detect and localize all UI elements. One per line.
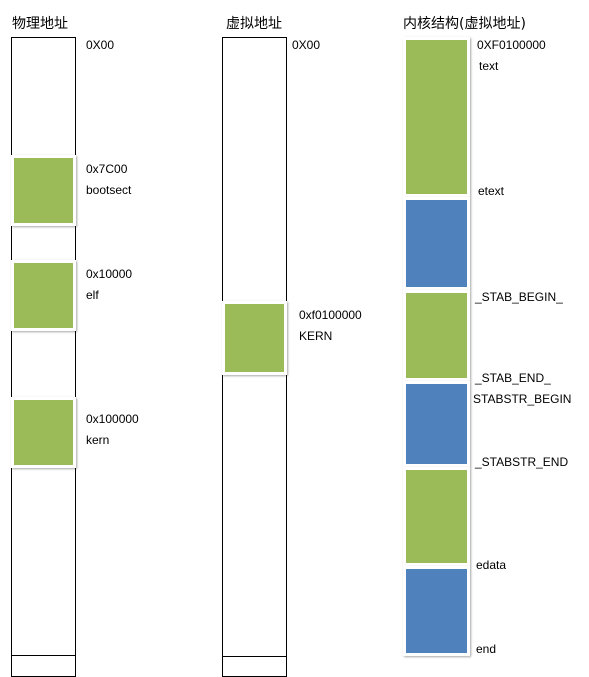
virtual-kern-block	[222, 301, 287, 375]
stab-gap-block	[403, 197, 470, 290]
stab-begin-label: _STAB_BEGIN_	[475, 290, 563, 304]
elf-block	[11, 260, 76, 331]
virtual-column-bottom-line	[222, 656, 287, 657]
stabstr-segment-block	[403, 381, 470, 467]
edata-label: edata	[476, 558, 507, 572]
text-segment-block	[403, 37, 470, 197]
stab-segment-block	[403, 290, 470, 381]
stabstr-begin-label: STABSTR_BEGIN	[473, 392, 572, 406]
physical-top-address: 0X00	[86, 38, 115, 52]
etext-label: etext	[478, 184, 505, 198]
kernel-structure-title: 内核结构(虚拟地址)	[403, 16, 526, 32]
stab-end-label: _STAB_END_	[475, 371, 551, 385]
virtual-address-title: 虚拟地址	[226, 16, 282, 32]
virtual-kern-label: KERN	[299, 329, 333, 343]
kern-block	[11, 397, 76, 468]
physical-column-bottom-line	[11, 37, 76, 656]
virtual-kern-address: 0xf0100000	[299, 308, 362, 322]
stabstr-end-label: _STABSTR_END	[475, 455, 569, 469]
elf-label: elf	[86, 288, 99, 302]
kern-address: 0x100000	[86, 412, 139, 426]
kern-label: kern	[86, 433, 110, 447]
end-label: end	[476, 642, 497, 656]
bootsect-block	[11, 155, 76, 226]
bootsect-label: bootsect	[86, 183, 132, 197]
text-label: text	[479, 59, 499, 73]
bss-segment-block	[403, 566, 470, 656]
data-segment-block	[403, 467, 470, 566]
kernel-start-address: 0XF0100000	[477, 38, 546, 52]
elf-address: 0x10000	[86, 267, 133, 281]
physical-address-title: 物理地址	[12, 16, 68, 32]
virtual-top-address: 0X00	[292, 38, 321, 52]
bootsect-address: 0x7C00	[86, 162, 128, 176]
